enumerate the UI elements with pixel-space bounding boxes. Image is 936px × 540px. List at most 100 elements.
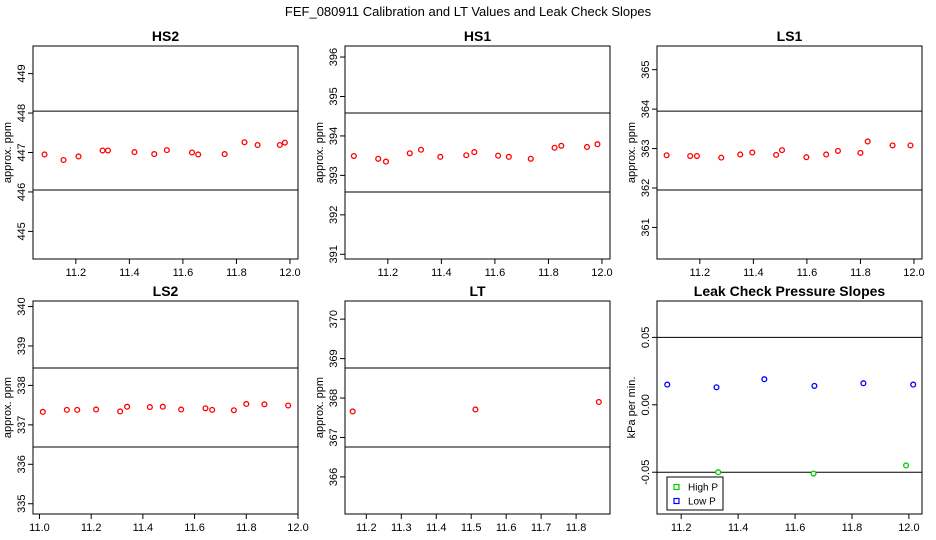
x-tick-label: 12.0 [287, 522, 308, 534]
data-point [417, 146, 425, 153]
data-point [124, 403, 131, 410]
data-point [261, 401, 268, 408]
y-tick-label: 368 [328, 389, 340, 407]
x-tick-label: 11.8 [566, 522, 587, 534]
y-axis-label: approx. ppm [2, 377, 14, 438]
data-point [583, 143, 591, 151]
x-tick-label: 11.4 [743, 267, 764, 279]
subplot-hs2-canvas: HS2 approx. ppm 11.2 11.4 11.6 11.8 12.0 445 446… [2, 30, 301, 279]
y-tick-label: 370 [328, 310, 340, 328]
x-tick-label: 11.4 [426, 522, 447, 534]
y-axis-label: approx. ppm [2, 122, 14, 183]
data-point [159, 403, 166, 410]
x-tick-label: 11.4 [119, 267, 140, 279]
data-point [505, 153, 512, 160]
subplot-ls1: LS1 approx. ppm 11.2 11.4 11.6 11.8 12.0 361 362… [624, 30, 936, 285]
data-point [811, 382, 818, 389]
data-point [241, 139, 248, 146]
data-point [146, 404, 153, 411]
data-point [864, 138, 871, 145]
legend-marker [673, 483, 680, 491]
subplot-hs1-canvas: HS1 approx. ppm 11.2 11.4 11.6 11.8 12.0 391 392… [314, 30, 613, 279]
subplot-title: LS1 [777, 30, 803, 44]
subplot-title: HS2 [152, 30, 179, 44]
data-point [778, 147, 786, 154]
plot-box [344, 300, 611, 515]
y-tick-label: 335 [16, 495, 28, 513]
x-tick-label: 11.2 [671, 522, 692, 534]
x-tick-label: 11.6 [797, 267, 818, 279]
y-tick-label: 363 [640, 139, 652, 157]
y-tick-label: 362 [640, 179, 652, 197]
y-tick-label: 339 [16, 337, 28, 355]
y-tick-label: 446 [16, 183, 28, 201]
y-tick-label: 340 [16, 297, 28, 315]
data-point [243, 400, 250, 407]
y-tick-label: 396 [328, 48, 340, 66]
data-point [558, 142, 565, 149]
y-tick-label: 369 [328, 349, 340, 367]
data-point [39, 408, 46, 415]
x-tick-label: 11.8 [850, 267, 871, 279]
y-tick-label: 336 [16, 455, 28, 473]
data-point [41, 151, 48, 158]
data-point [375, 155, 382, 162]
x-tick-label: 11.6 [785, 522, 806, 534]
legend-label: High P [688, 483, 718, 494]
subplot-leak-check: Leak Check Pressure Slopes kPa per min. 11… [624, 285, 936, 540]
data-point [857, 149, 864, 156]
subplot-hs2: HS2 approx. ppm 11.2 11.4 11.6 11.8 12.0 445 446… [0, 30, 312, 285]
x-tick-label: 11.2 [356, 522, 377, 534]
data-point [178, 406, 185, 413]
y-tick-label: 366 [328, 468, 340, 486]
x-tick-label: 11.8 [538, 267, 559, 279]
data-point [99, 147, 106, 154]
y-tick-label: 392 [328, 206, 340, 224]
data-point [209, 406, 216, 413]
y-tick-label: 361 [640, 218, 652, 236]
subplot-lt: LT approx. ppm 11.2 11.3 11.4 11.5 11.6 11.7 11.… [312, 285, 624, 540]
y-tick-label: 337 [16, 416, 28, 434]
data-point [663, 152, 670, 159]
data-point [749, 149, 756, 156]
data-point [131, 149, 138, 156]
x-tick-label: 11.8 [236, 522, 257, 534]
x-tick-label: 11.4 [431, 267, 452, 279]
data-point [715, 469, 722, 476]
data-point [472, 406, 479, 413]
y-tick-label: 391 [328, 245, 340, 263]
y-tick-label: 393 [328, 166, 340, 184]
y-tick-label: 365 [640, 60, 652, 78]
data-point [889, 142, 896, 149]
y-tick-label: -0.05 [640, 460, 652, 485]
data-point [527, 155, 534, 162]
y-tick-label: 395 [328, 87, 340, 105]
plot-box [656, 45, 923, 260]
legend-box [666, 476, 724, 511]
data-point [221, 151, 228, 158]
data-point [104, 147, 111, 154]
data-point [773, 151, 780, 158]
data-point [163, 147, 170, 154]
x-tick-label: 11.2 [690, 267, 711, 279]
legend-label: Low P [688, 497, 716, 508]
data-point [75, 153, 82, 160]
data-point [382, 158, 390, 165]
subplot-ls2-canvas: LS2 approx. ppm 11.0 11.2 11.4 11.6 11.8 12.0 33… [2, 285, 309, 534]
data-point [254, 141, 261, 149]
data-point [74, 406, 81, 413]
data-point [93, 406, 100, 413]
plot-box [32, 300, 299, 515]
data-point [463, 152, 470, 159]
y-tick-label: 449 [16, 64, 28, 82]
x-tick-label: 11.4 [728, 522, 749, 534]
data-point [687, 153, 694, 160]
x-tick-label: 11.5 [461, 522, 482, 534]
data-point [823, 151, 830, 158]
plot-box [656, 300, 923, 515]
data-point [230, 407, 237, 414]
subplot-ls1-canvas: LS1 approx. ppm 11.2 11.4 11.6 11.8 12.0 361 362… [626, 30, 925, 279]
data-point [350, 153, 357, 160]
x-tick-label: 11.6 [184, 522, 205, 534]
